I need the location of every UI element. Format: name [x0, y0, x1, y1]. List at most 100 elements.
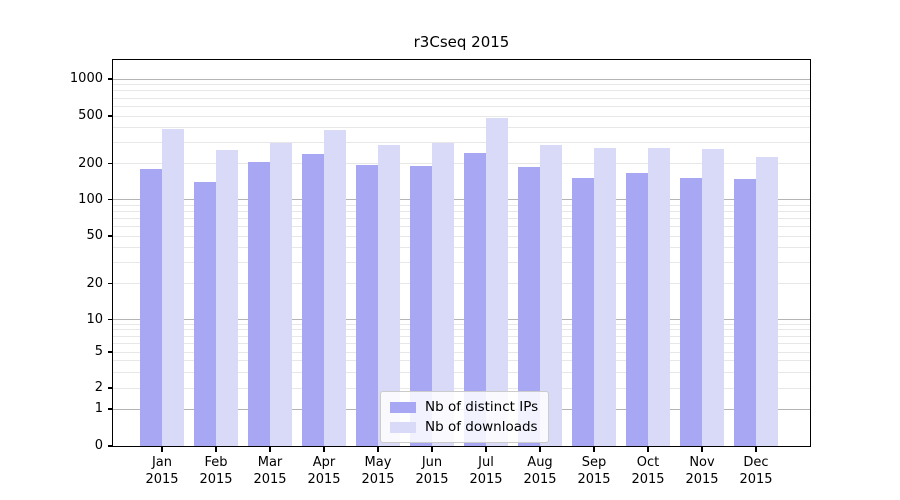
x-axis-tick-mark [539, 447, 541, 452]
bar-nb-of-distinct-ips-feb [194, 182, 216, 446]
bar-nb-of-downloads-jan [162, 129, 184, 446]
plot-area [112, 59, 811, 447]
gridline-minor [113, 141, 810, 143]
y-axis-tick-mark [108, 351, 113, 353]
x-axis-tick-label: May 2015 [361, 455, 395, 487]
gridline-minor [113, 204, 810, 206]
gridline-minor [113, 115, 810, 117]
gridline-minor [113, 342, 810, 344]
bar-nb-of-downloads-nov [702, 148, 724, 446]
y-axis-tick-mark [108, 408, 113, 410]
y-axis-tick-label: 1 [94, 401, 103, 416]
gridline-minor [113, 387, 810, 389]
y-axis-tick-label: 0 [94, 438, 103, 453]
bar-nb-of-distinct-ips-aug [518, 166, 540, 446]
bar-nb-of-distinct-ips-jun [410, 165, 432, 446]
bar-nb-of-downloads-jun [432, 143, 454, 446]
y-axis-tick-mark [108, 78, 113, 80]
bar-nb-of-downloads-oct [648, 147, 670, 446]
x-axis-tick-mark [593, 447, 595, 452]
x-axis-tick-mark [161, 447, 163, 452]
gridline-minor [113, 371, 810, 373]
gridline-minor [113, 360, 810, 362]
gridline-minor [113, 351, 810, 353]
y-axis-tick-mark [108, 445, 113, 447]
y-axis-tick-label: 1000 [69, 71, 103, 86]
legend: Nb of distinct IPs Nb of downloads [380, 391, 550, 443]
bar-nb-of-distinct-ips-jul [464, 153, 486, 446]
y-axis-tick-label: 5 [94, 344, 103, 359]
x-axis-tick-label: Oct 2015 [631, 455, 665, 487]
y-axis-tick-label: 500 [78, 108, 103, 123]
legend-swatch-nb-of-distinct-ips [390, 401, 416, 413]
y-axis-tick-mark [108, 115, 113, 117]
gridline-minor [113, 105, 810, 107]
gridline-minor [113, 84, 810, 86]
gridline-minor [113, 247, 810, 249]
gridline-minor [113, 97, 810, 99]
bar-nb-of-downloads-aug [540, 145, 562, 446]
y-axis-tick-label: 200 [78, 155, 103, 171]
bar-nb-of-downloads-feb [216, 149, 238, 446]
gridline-minor [113, 323, 810, 325]
gridline-minor [113, 335, 810, 337]
gridline-minor [113, 329, 810, 331]
legend-label: Nb of distinct IPs [425, 399, 539, 415]
bar-nb-of-downloads-dec [756, 157, 778, 446]
bar-nb-of-distinct-ips-nov [680, 177, 702, 446]
bar-nb-of-distinct-ips-mar [248, 161, 270, 446]
x-axis-tick-label: Dec 2015 [739, 455, 773, 487]
x-axis-tick-label: Nov 2015 [685, 455, 719, 487]
bar-nb-of-distinct-ips-may [356, 164, 378, 446]
gridline-major [113, 199, 810, 200]
y-axis-tick-label: 100 [78, 191, 103, 207]
x-axis-tick-mark [701, 447, 703, 452]
bar-nb-of-distinct-ips-jan [140, 168, 162, 446]
legend-swatch-nb-of-downloads [390, 421, 416, 433]
chart-title: r3Cseq 2015 [413, 33, 510, 51]
gridline-major [113, 78, 810, 80]
y-axis-tick-mark [108, 318, 113, 321]
bar-nb-of-downloads-jul [486, 118, 508, 446]
x-axis-tick-label: Mar 2015 [253, 455, 287, 487]
gridline-minor [113, 261, 810, 263]
x-axis-tick-mark [485, 447, 487, 452]
legend-label: Nb of downloads [425, 419, 538, 435]
x-axis-tick-label: Apr 2015 [307, 455, 341, 487]
gridline-minor [113, 163, 810, 164]
gridline-minor [113, 225, 810, 227]
y-axis-tick-mark [108, 282, 113, 285]
x-axis-tick-label: Jan 2015 [145, 455, 179, 487]
x-axis-tick-mark [323, 447, 325, 452]
gridline-minor [113, 235, 810, 237]
gridline-minor [113, 210, 810, 212]
y-axis-tick-label: 20 [86, 275, 103, 291]
x-axis-tick-label: Aug 2015 [523, 455, 557, 487]
x-axis-tick-label: Feb 2015 [199, 455, 233, 487]
bar-nb-of-distinct-ips-dec [734, 179, 756, 446]
y-axis-tick-label: 50 [86, 228, 103, 243]
legend-row: Nb of distinct IPs [390, 399, 538, 415]
bar-nb-of-downloads-apr [324, 130, 346, 446]
y-axis-tick-label: 10 [86, 311, 103, 327]
gridline-minor [113, 127, 810, 129]
gridline-minor [113, 283, 810, 284]
y-axis-tick-label: 2 [94, 380, 103, 395]
bar-nb-of-distinct-ips-oct [626, 173, 648, 446]
x-axis-tick-label: Sep 2015 [577, 455, 611, 487]
bar-nb-of-distinct-ips-apr [302, 154, 324, 446]
bar-nb-of-downloads-mar [270, 142, 292, 446]
x-axis-tick-mark [269, 447, 271, 452]
legend-row: Nb of downloads [390, 419, 538, 435]
x-axis-tick-mark [377, 447, 379, 452]
x-axis-tick-mark [755, 447, 757, 452]
x-axis-tick-mark [215, 447, 217, 452]
gridline-major [113, 319, 810, 320]
y-axis-tick-mark [108, 387, 113, 389]
x-axis-tick-label: Jul 2015 [469, 455, 503, 487]
gridline-minor [113, 217, 810, 219]
x-axis-tick-label: Jun 2015 [415, 455, 449, 487]
y-axis-tick-mark [108, 198, 113, 201]
bar-nb-of-downloads-may [378, 145, 400, 446]
